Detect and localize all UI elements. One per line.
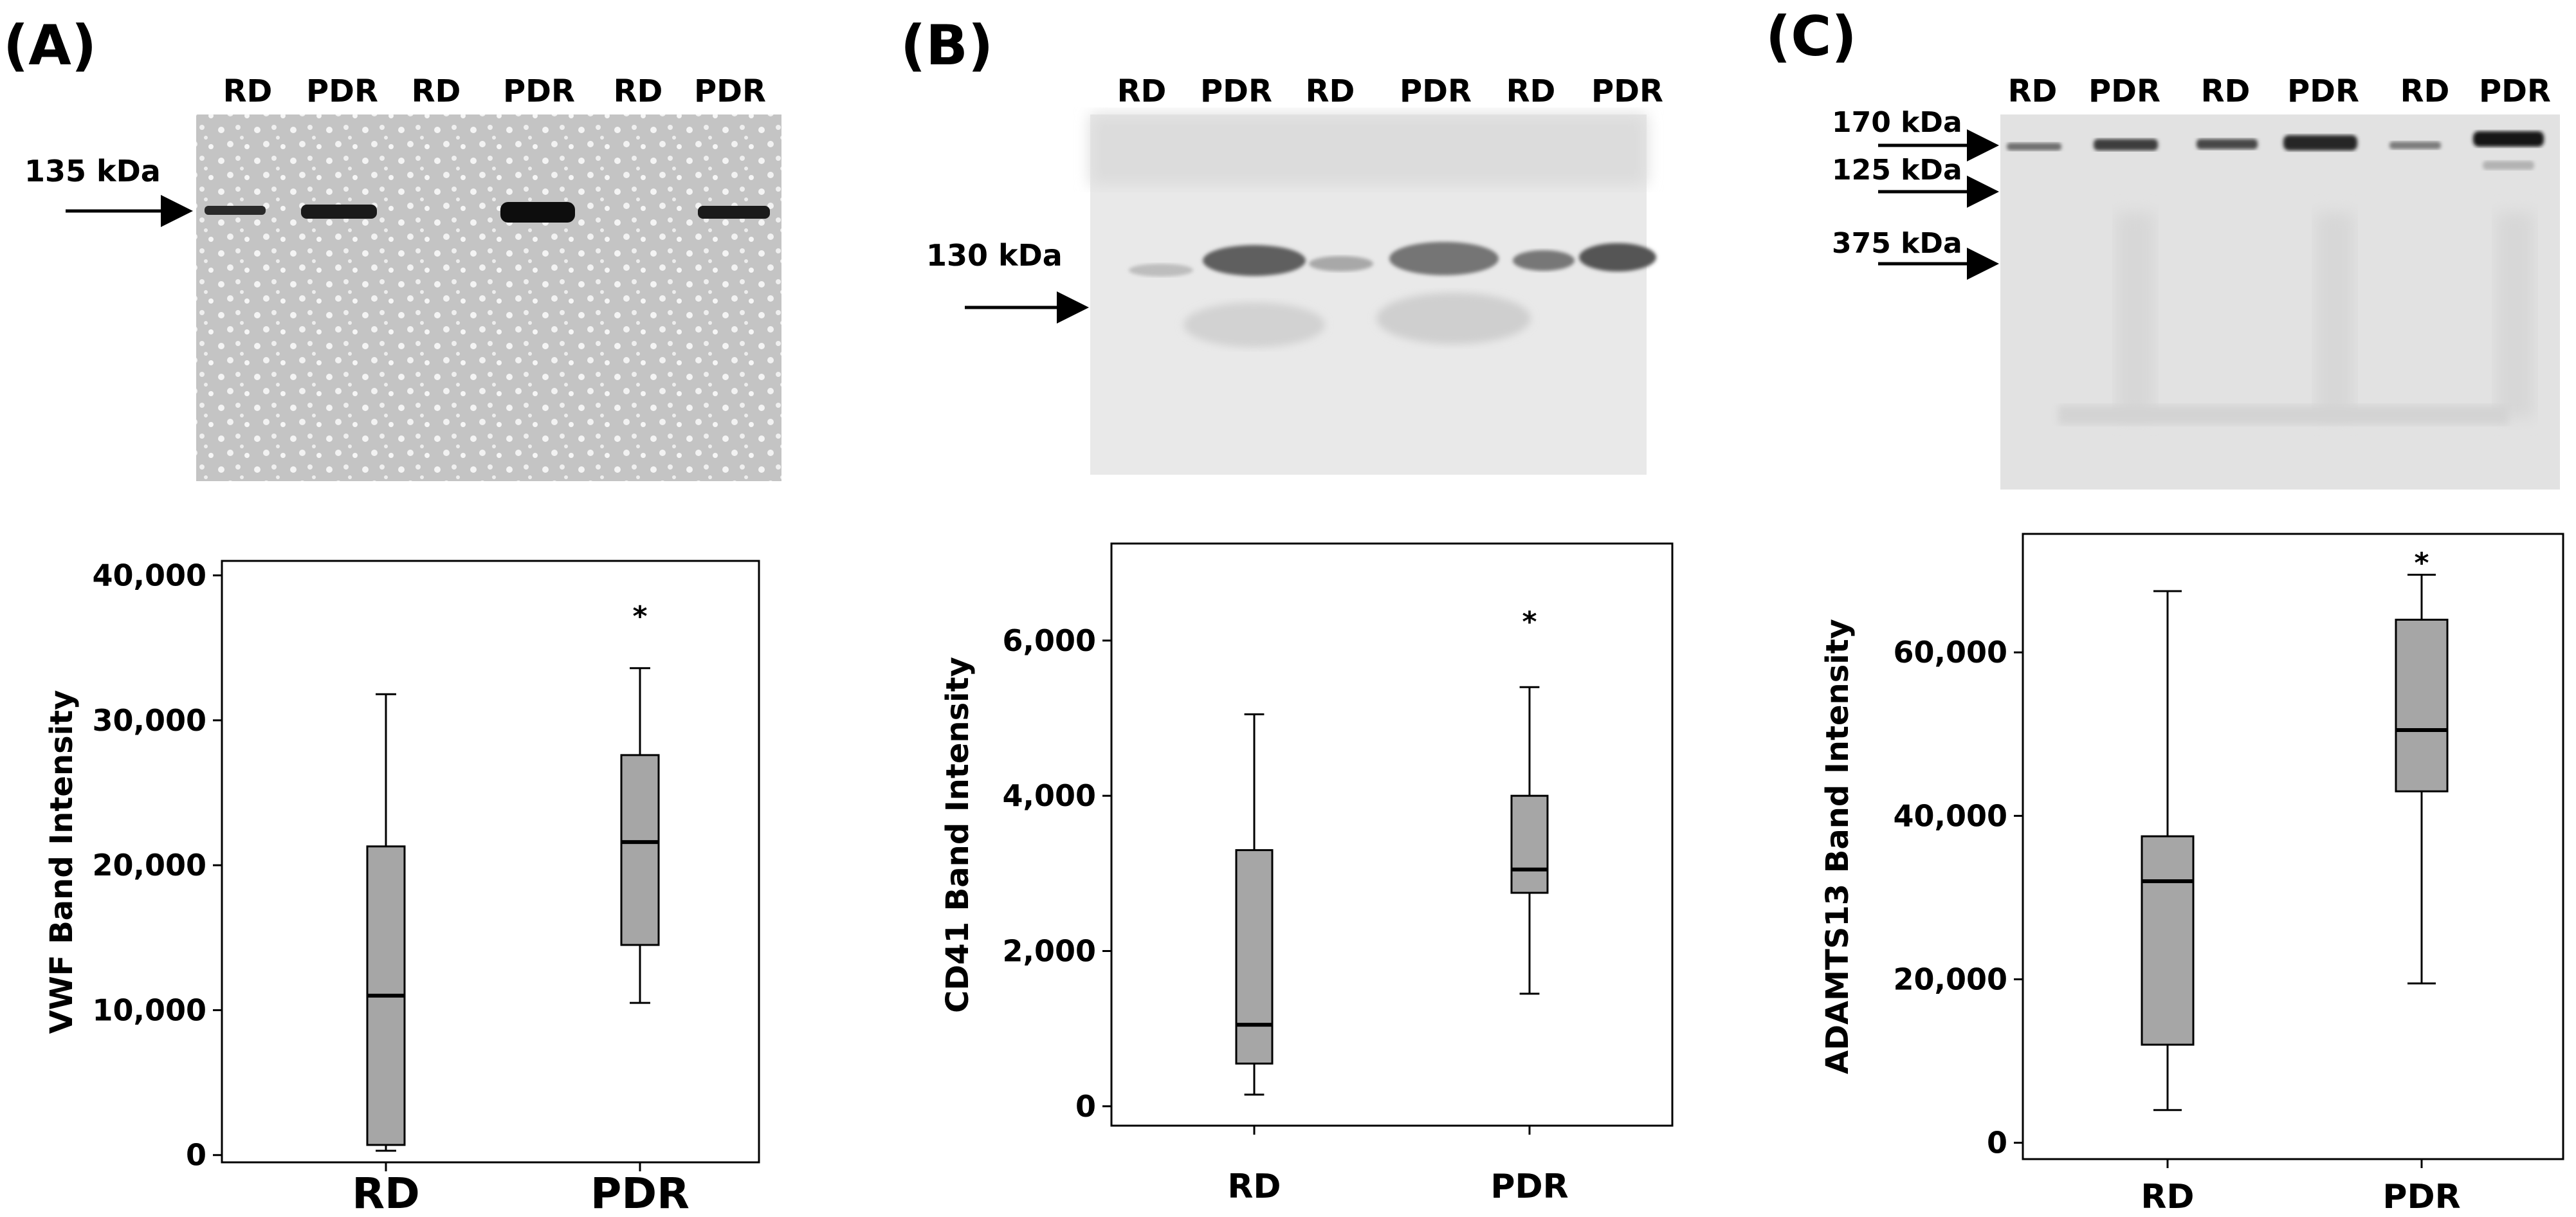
panel-a-lane-5: RD xyxy=(614,73,663,109)
x-tick-label: RD xyxy=(2141,1178,2194,1216)
panel-a-lane-3: RD xyxy=(412,73,461,109)
x-tick-label: PDR xyxy=(590,1169,690,1217)
box-plot-vwf: 0 10,000 20,000 30,000 40,000 RD PDR VWF Band I… xyxy=(44,558,760,1217)
blot-c-band-2 xyxy=(2094,139,2158,151)
panel-b: (B) RD PDR RD PDR RD PDR 130 kDa xyxy=(900,14,1663,475)
panel-b-lane-1: RD xyxy=(1117,73,1167,109)
panel-a-lane-6: PDR xyxy=(694,73,766,109)
y-tick-label: 30,000 xyxy=(92,703,206,738)
panel-a-marker-135: 135 kDa xyxy=(24,154,161,188)
panel-c-lane-5: RD xyxy=(2400,73,2450,109)
western-blot-a xyxy=(196,114,781,481)
panel-a-lane-4: PDR xyxy=(503,73,575,109)
blot-a-band-1 xyxy=(205,206,266,215)
y-tick-label: 40,000 xyxy=(92,558,206,593)
y-tick-label: 0 xyxy=(186,1138,206,1173)
panel-c-lane-2: PDR xyxy=(2088,73,2160,109)
plot-frame-adamts13 xyxy=(2022,533,2564,1160)
x-tick-label: RD xyxy=(352,1169,420,1217)
panel-c-lane-3: RD xyxy=(2201,73,2251,109)
panel-b-lane-3: RD xyxy=(1306,73,1355,109)
panel-c-lane-6: PDR xyxy=(2479,73,2551,109)
blot-a-band-2 xyxy=(301,205,377,219)
panel-a-lane-2: PDR xyxy=(306,73,378,109)
western-blot-b xyxy=(1090,114,1656,475)
panel-c-letter: (C) xyxy=(1766,5,1857,69)
y-tick-label: 6,000 xyxy=(1002,623,1096,658)
y-tick-label: 4,000 xyxy=(1002,778,1096,813)
box-pdr xyxy=(620,754,660,946)
y-tick-label: 0 xyxy=(1987,1126,2007,1160)
blot-b-band-5 xyxy=(1513,250,1575,271)
panel-b-lane-6: PDR xyxy=(1591,73,1663,109)
box-plot-cd41: 0 2,000 4,000 6,000 RD PDR CD41 Band Intensity… xyxy=(940,542,1674,1206)
panel-b-lane-4: PDR xyxy=(1400,73,1472,109)
significance-marker: * xyxy=(2414,547,2429,580)
y-axis-label: CD41 Band Intensity xyxy=(940,657,976,1013)
blot-c-band-6 xyxy=(2473,131,2544,147)
panel-a: (A) RD PDR RD PDR RD PDR 135 kDa xyxy=(3,14,781,481)
plot-frame-cd41 xyxy=(1110,542,1674,1127)
blot-c-band-4 xyxy=(2283,135,2357,151)
blot-a-band-4 xyxy=(500,202,575,223)
y-tick-label: 40,000 xyxy=(1893,798,2007,833)
y-tick-label: 60,000 xyxy=(1893,635,2007,670)
panel-a-letter: (A) xyxy=(3,14,96,78)
blot-c-band-3 xyxy=(2197,139,2258,149)
y-tick-label: 20,000 xyxy=(1893,962,2007,996)
panel-b-lane-5: RD xyxy=(1506,73,1556,109)
panel-b-marker-130: 130 kDa xyxy=(926,238,1063,273)
y-tick-label: 20,000 xyxy=(92,848,206,883)
panel-a-lane-1: RD xyxy=(223,73,273,109)
box-rd xyxy=(1235,849,1274,1065)
blot-b-band-2 xyxy=(1203,245,1306,276)
panel-c-lane-1: RD xyxy=(2008,73,2058,109)
western-blot-c xyxy=(2000,114,2560,490)
panel-b-lane-2: PDR xyxy=(1200,73,1272,109)
panel-c: (C) RD PDR RD PDR RD PDR 170 kDa 125 kDa… xyxy=(1766,5,2560,490)
blot-c-band-1 xyxy=(2007,143,2061,151)
blot-c-band-5 xyxy=(2389,142,2441,149)
significance-marker: * xyxy=(1522,606,1537,639)
plot-frame-vwf xyxy=(221,560,760,1164)
panel-c-marker-125: 125 kDa xyxy=(1832,154,1962,187)
y-axis-label: ADAMTS13 Band Intensity xyxy=(1820,619,1856,1074)
x-tick-label: RD xyxy=(1227,1167,1281,1206)
panel-c-marker-170: 170 kDa xyxy=(1832,106,1962,139)
panel-c-lane-4: PDR xyxy=(2287,73,2359,109)
blot-a-band-6 xyxy=(698,206,770,219)
panel-b-letter: (B) xyxy=(900,14,993,78)
box-pdr xyxy=(2395,618,2449,792)
box-pdr xyxy=(1510,794,1549,894)
significance-marker: * xyxy=(632,600,647,633)
y-tick-label: 0 xyxy=(1075,1089,1096,1124)
y-tick-label: 10,000 xyxy=(92,993,206,1027)
blot-b-band-4 xyxy=(1389,242,1499,275)
x-tick-label: PDR xyxy=(2382,1178,2460,1216)
box-plot-adamts13: 0 20,000 40,000 60,000 RD PDR ADAMTS13 Band In… xyxy=(1820,533,2564,1216)
x-tick-label: PDR xyxy=(1490,1167,1568,1206)
panel-c-marker-375: 375 kDa xyxy=(1832,227,1962,260)
y-tick-label: 2,000 xyxy=(1002,934,1096,969)
y-axis-label: VWF Band Intensity xyxy=(44,690,80,1034)
box-rd xyxy=(2141,835,2195,1046)
blot-b-band-6 xyxy=(1579,243,1656,271)
